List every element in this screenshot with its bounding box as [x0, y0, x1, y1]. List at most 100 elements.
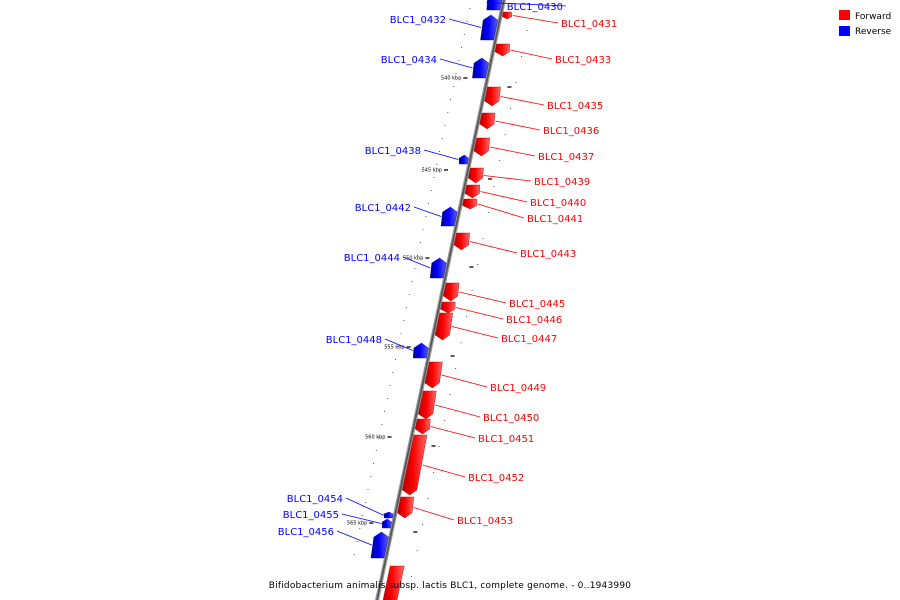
minor-tick-dot — [384, 411, 385, 412]
gene-label[interactable]: BLC1_0453 — [457, 516, 513, 527]
gene-label[interactable]: BLC1_0443 — [520, 249, 576, 260]
minor-tick-dot — [397, 346, 399, 347]
gene-label[interactable]: BLC1_0451 — [478, 434, 534, 445]
gene-label[interactable]: BLC1_0440 — [530, 198, 586, 209]
gene-label[interactable]: BLC1_0445 — [509, 299, 565, 310]
gene-label[interactable]: BLC1_0446 — [506, 315, 562, 326]
gene-arrow-blc1_0436[interactable] — [479, 112, 496, 130]
gene-label[interactable]: BLC1_0450 — [483, 413, 539, 424]
leader-line — [422, 464, 466, 478]
minor-tick-dot — [430, 190, 432, 191]
leader-line — [402, 256, 431, 269]
gene-arrow-blc1_0452[interactable] — [402, 434, 428, 496]
leader-line — [413, 507, 455, 521]
gene-arrow-blc1_0430[interactable] — [486, 0, 503, 11]
minor-tick-dot — [458, 60, 460, 61]
gene-label[interactable]: BLC1_0438 — [365, 146, 421, 157]
minor-tick-dot — [406, 307, 407, 308]
minor-tick-dot — [408, 294, 410, 295]
minor-tick-dot — [427, 498, 429, 499]
leader-line — [336, 530, 372, 546]
minor-tick-dot — [433, 472, 435, 473]
gene-label[interactable]: BLC1_0435 — [547, 101, 603, 112]
gene-arrow-blc1_0448[interactable] — [412, 342, 429, 359]
gene-arrow-blc1_0431[interactable] — [502, 11, 513, 20]
minor-tick-dot — [422, 229, 424, 230]
minor-tick-dot — [373, 463, 374, 464]
gene-label[interactable]: BLC1_0454 — [287, 494, 343, 505]
leader-line — [459, 291, 507, 304]
gene-arrow-blc1_0449[interactable] — [424, 361, 443, 389]
gene-label[interactable]: BLC1_0444 — [344, 253, 400, 264]
minor-tick-dot — [438, 446, 440, 447]
gene-label[interactable]: BLC1_0436 — [543, 126, 599, 137]
gene-label[interactable]: BLC1_0430 — [507, 2, 563, 13]
gene-arrow-blc1_0443[interactable] — [453, 232, 470, 251]
minor-tick-dot — [370, 476, 372, 477]
gene-label[interactable]: BLC1_0447 — [501, 334, 557, 345]
gene-arrow-blc1_0433[interactable] — [494, 43, 510, 57]
gene-label[interactable]: BLC1_0442 — [355, 203, 411, 214]
legend-forward-swatch — [839, 10, 850, 20]
gene-arrow-blc1_0442[interactable] — [440, 206, 458, 227]
gene-arrow-blc1_0435[interactable] — [484, 86, 501, 107]
minor-tick-dot — [362, 515, 363, 516]
minor-tick-dot — [392, 372, 394, 373]
leader-line — [441, 374, 488, 388]
gene-arrow-blc1_0456[interactable] — [370, 531, 389, 559]
minor-tick-dot — [364, 502, 366, 503]
leader-line — [486, 2, 567, 7]
gene-arrow-blc1_0447[interactable] — [434, 312, 454, 341]
gene-arrow-blc1_0444[interactable] — [429, 257, 447, 279]
minor-tick-dot — [436, 164, 438, 165]
leader-line — [430, 426, 476, 439]
gene-arrow-blc1_0455[interactable] — [381, 518, 392, 529]
gene-arrow-blc1_0434[interactable] — [472, 57, 489, 79]
minor-tick-dot — [356, 541, 358, 542]
gene-arrow-blc1_0445[interactable] — [443, 282, 460, 302]
leader-line — [341, 513, 382, 524]
gene-arrow-partial[interactable] — [382, 565, 405, 600]
gene-label[interactable]: BLC1_0434 — [381, 55, 437, 66]
gene-label[interactable]: BLC1_0433 — [555, 55, 611, 66]
minor-tick-dot — [411, 576, 413, 577]
leader-line — [345, 497, 384, 516]
minor-tick-dot — [400, 333, 402, 334]
gene-label[interactable]: BLC1_0455 — [283, 510, 339, 521]
minor-tick-dot — [466, 316, 468, 317]
gene-arrow-blc1_0453[interactable] — [397, 496, 415, 519]
gene-label[interactable]: BLC1_0437 — [538, 152, 594, 163]
gene-arrow-blc1_0432[interactable] — [480, 14, 498, 41]
legend-reverse-label: Reverse — [855, 27, 892, 37]
leader-line — [448, 18, 482, 28]
minor-tick-dot — [367, 489, 369, 490]
minor-tick-dot — [449, 394, 451, 395]
gene-arrow-blc1_0439[interactable] — [468, 167, 484, 184]
gene-label[interactable]: BLC1_0448 — [326, 335, 382, 346]
minor-tick-dot — [488, 212, 490, 213]
gene-label[interactable]: BLC1_0439 — [534, 177, 590, 188]
gene-arrow-blc1_0446[interactable] — [440, 301, 456, 314]
minor-tick-dot — [411, 281, 413, 282]
gene-label[interactable]: BLC1_0449 — [490, 383, 546, 394]
gene-arrow-blc1_0450[interactable] — [418, 390, 437, 420]
gene-label[interactable]: BLC1_0432 — [390, 15, 446, 26]
leader-line — [489, 146, 536, 157]
gene-arrow-blc1_0441[interactable] — [462, 198, 478, 210]
gene-label[interactable]: BLC1_0431 — [561, 19, 617, 30]
minor-tick-dot — [386, 398, 388, 399]
leader-line — [510, 49, 553, 60]
gene-arrow-blc1_0437[interactable] — [473, 137, 491, 157]
leader-line — [455, 307, 504, 320]
major-ticks: 540 kbp 545 kbp 550 kbp 555 kbp 560 kbp 565 k… — [347, 76, 512, 533]
minor-tick-dot — [466, 21, 468, 22]
gene-arrow-blc1_0451[interactable] — [414, 418, 431, 435]
gene-label[interactable]: BLC1_0441 — [527, 214, 583, 225]
gene-arrow-blc1_0440[interactable] — [464, 184, 481, 199]
gene-label[interactable]: BLC1_0456 — [278, 527, 334, 538]
gene-arrow-blc1_0438[interactable] — [458, 154, 469, 165]
tick-label: 555 kbp — [384, 345, 404, 351]
gene-arrow-blc1_0454[interactable] — [383, 511, 394, 519]
gene-label[interactable]: BLC1_0452 — [468, 473, 524, 484]
